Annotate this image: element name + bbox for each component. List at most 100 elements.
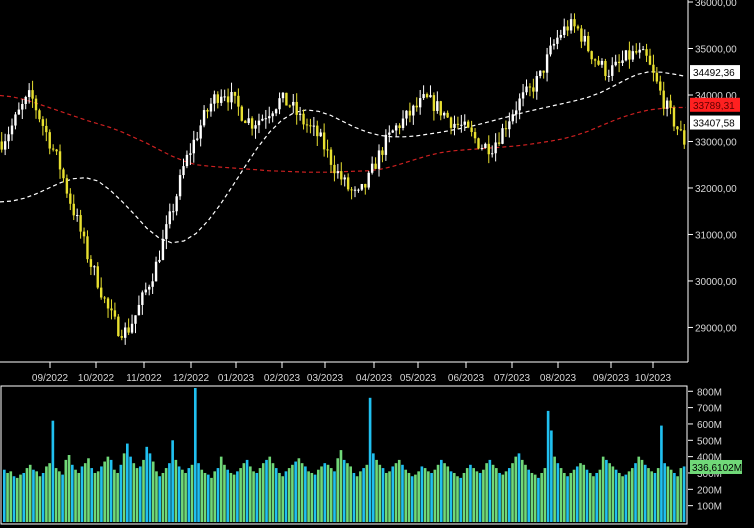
x-tick-label: 11/2022 — [126, 373, 162, 384]
volume-bar — [647, 468, 650, 522]
candle-body — [141, 292, 144, 305]
volume-bar — [287, 468, 291, 522]
volume-bar — [93, 472, 97, 522]
volume-bar — [566, 476, 569, 522]
volume-bar — [19, 474, 22, 522]
candle-body — [412, 105, 415, 116]
volume-bar — [142, 459, 145, 522]
volume-bar — [472, 468, 475, 522]
candle-body — [552, 43, 556, 46]
volume-bar — [54, 468, 58, 522]
x-tick-label: 08/2023 — [540, 373, 577, 384]
volume-bar — [427, 471, 430, 522]
candle-body — [113, 310, 117, 317]
candle-body — [604, 60, 607, 76]
candle-body — [165, 224, 168, 239]
volume-bar — [313, 474, 317, 522]
volume-bar — [391, 466, 395, 522]
candle-body — [659, 81, 662, 91]
candle-body — [31, 90, 34, 99]
candle-body — [17, 109, 21, 115]
volume-bar — [294, 461, 297, 522]
volume-bar — [261, 463, 265, 522]
volume-bar — [219, 456, 223, 522]
candle-body — [336, 171, 340, 174]
candle-body — [41, 119, 45, 126]
candle-body — [117, 316, 120, 337]
candle-body — [271, 113, 274, 117]
candle-body — [463, 121, 466, 125]
volume-bar — [673, 472, 676, 522]
volume-bar — [530, 472, 534, 522]
volume-bar — [624, 474, 628, 522]
candle-body — [14, 114, 17, 126]
volume-bar — [614, 469, 618, 522]
volume-bar — [132, 463, 136, 522]
last-value-tag-box — [690, 115, 740, 130]
candle-body — [398, 125, 401, 128]
candle-body — [244, 120, 247, 124]
candle-body — [120, 336, 123, 338]
last-value-tag-box — [690, 97, 740, 112]
candle-body — [442, 112, 446, 116]
candle-body — [319, 132, 322, 137]
volume-tick-label: 300M — [697, 469, 722, 480]
x-tick-label: 01/2023 — [218, 373, 255, 384]
candle-body — [631, 51, 635, 60]
candle-body — [295, 101, 298, 115]
volume-bar — [575, 466, 579, 522]
candle-body — [576, 26, 580, 29]
volume-bar — [255, 472, 259, 522]
candle-body — [374, 163, 377, 169]
volume-bar — [278, 472, 281, 522]
candle-body — [617, 61, 621, 64]
last-value-tag-text: 33789,31 — [693, 101, 735, 112]
candle-body — [436, 101, 439, 111]
candle-body — [415, 105, 418, 108]
candle-body — [21, 103, 24, 110]
candle-body — [556, 37, 559, 44]
candle-body — [394, 125, 398, 131]
candle-body — [233, 91, 237, 96]
candle-body — [127, 327, 130, 333]
volume-bar — [297, 458, 301, 522]
volume-bar — [637, 456, 641, 522]
candle-body — [456, 123, 460, 125]
volume-bar — [138, 466, 142, 522]
candle-body — [254, 125, 257, 129]
volume-bar — [488, 459, 492, 522]
price-tick-label: 33000,00 — [695, 137, 737, 148]
candle-body — [0, 141, 3, 150]
candle-body — [192, 139, 195, 154]
candle-body — [103, 297, 106, 299]
volume-bar — [67, 455, 71, 522]
candle-body — [449, 117, 453, 128]
volume-bar — [569, 472, 573, 522]
volume-bar — [197, 463, 200, 522]
candle-body — [288, 105, 292, 107]
candle-body — [240, 106, 244, 121]
candle-body — [432, 95, 436, 111]
volume-bar — [291, 464, 294, 522]
volume-bar — [126, 443, 129, 522]
candle-body — [422, 94, 425, 99]
volume-bar — [495, 468, 498, 522]
candle-body — [494, 142, 497, 154]
volume-bar — [109, 459, 113, 522]
volume-bar — [164, 468, 168, 522]
volume-bar — [193, 388, 197, 522]
volume-bar — [663, 463, 666, 522]
volume-bar — [203, 472, 207, 522]
volume-bar — [630, 468, 634, 522]
candle-body — [213, 94, 216, 104]
volume-bar — [498, 472, 501, 522]
volume-bar — [608, 463, 611, 522]
volume-bar — [443, 463, 446, 522]
volume-bar — [38, 476, 42, 522]
candle-body — [473, 132, 477, 139]
volume-bar — [404, 469, 408, 522]
volume-bar — [190, 464, 194, 522]
volume-bar — [35, 471, 39, 522]
candle-body — [583, 35, 587, 42]
